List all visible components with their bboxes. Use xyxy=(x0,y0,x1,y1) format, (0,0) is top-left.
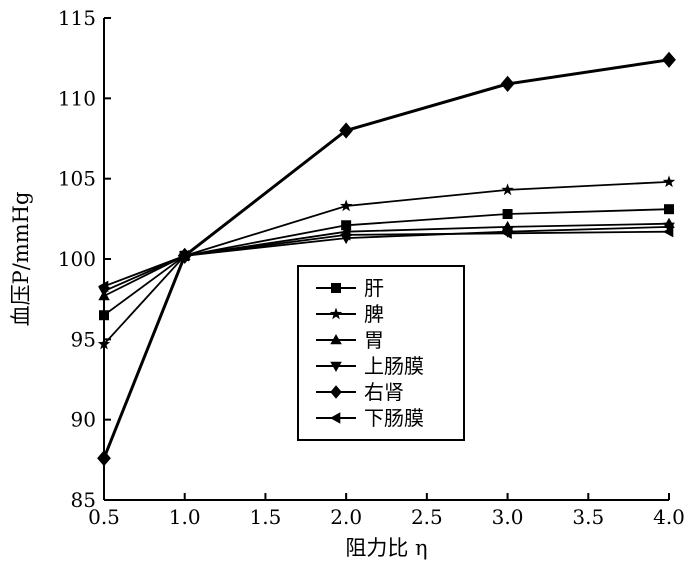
x-tick-label: 4.0 xyxy=(653,505,685,529)
y-tick-label: 105 xyxy=(58,167,96,191)
y-tick-label: 100 xyxy=(58,247,96,271)
marker-triangle-left xyxy=(501,227,512,239)
series-5 xyxy=(97,51,676,467)
y-tick-label: 95 xyxy=(71,327,96,351)
marker-square xyxy=(341,220,352,231)
marker-diamond xyxy=(500,75,515,92)
marker-triangle-down xyxy=(663,222,675,233)
y-axis-title: 血压P/mmHg xyxy=(9,192,33,327)
marker-star xyxy=(662,175,676,188)
x-tick-label: 0.5 xyxy=(88,505,120,529)
legend-label: 胃 xyxy=(364,328,384,352)
legend-item: 胃 xyxy=(316,328,384,352)
y-tick-label: 115 xyxy=(58,6,96,30)
legend-item: 肝 xyxy=(316,276,384,300)
legend-item: 右肾 xyxy=(316,380,404,404)
legend-box xyxy=(297,265,465,441)
series-6 xyxy=(98,225,674,293)
marker-square xyxy=(331,283,341,293)
marker-square xyxy=(502,209,513,220)
marker-diamond xyxy=(662,51,676,68)
marker-triangle-up xyxy=(330,334,342,345)
x-tick-label: 3.0 xyxy=(492,505,524,529)
marker-triangle-down xyxy=(330,361,342,372)
marker-triangle-left xyxy=(330,412,341,424)
marker-triangle-left xyxy=(178,250,189,262)
marker-triangle-left xyxy=(663,225,674,238)
marker-diamond xyxy=(330,385,342,399)
legend-label: 上肠膜 xyxy=(364,354,424,378)
legend-label: 脾 xyxy=(364,302,384,326)
x-tick-label: 2.5 xyxy=(411,505,443,529)
y-tick-label: 110 xyxy=(58,86,96,110)
legend-label: 右肾 xyxy=(364,380,404,404)
legend-label: 下肠膜 xyxy=(364,406,424,430)
legend-item: 上肠膜 xyxy=(316,354,424,378)
x-tick-label: 1.5 xyxy=(250,505,282,529)
marker-triangle-left xyxy=(340,229,351,241)
marker-square xyxy=(664,204,674,215)
y-tick-label: 90 xyxy=(71,408,96,432)
x-tick-label: 2.0 xyxy=(330,505,362,529)
legend-item: 脾 xyxy=(316,302,384,326)
x-tick-label: 3.5 xyxy=(572,505,604,529)
x-axis-title: 阻力比 η xyxy=(345,536,427,560)
marker-star xyxy=(340,199,353,212)
x-tick-label: 1.0 xyxy=(169,505,201,529)
axes: 85 90 95 100 105 110 115 0.5 1.0 1.5 2.0 2.5 3.0 3.5 4… xyxy=(58,6,685,529)
marker-star xyxy=(329,307,343,320)
legend-label: 肝 xyxy=(364,276,384,300)
marker-diamond xyxy=(339,122,353,139)
y-tick-label: 85 xyxy=(71,488,96,512)
legend-item: 下肠膜 xyxy=(316,406,424,430)
marker-star xyxy=(501,183,514,196)
